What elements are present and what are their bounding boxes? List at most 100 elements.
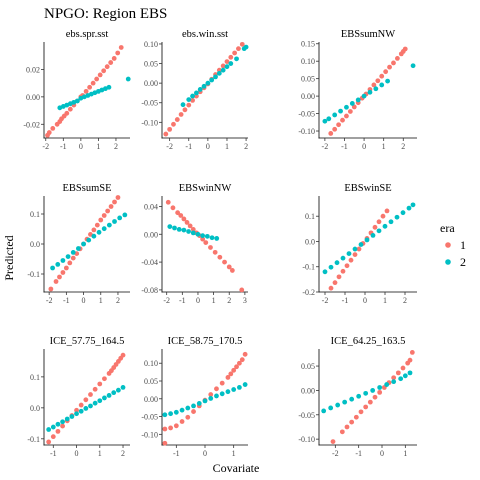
data-point xyxy=(328,131,334,136)
data-point xyxy=(91,227,97,233)
data-point xyxy=(120,352,126,358)
data-point xyxy=(102,376,107,382)
data-point xyxy=(102,395,107,401)
data-point xyxy=(178,213,184,218)
series-era-2 xyxy=(167,224,220,241)
series-era-1 xyxy=(163,41,245,137)
series-era-2 xyxy=(321,370,413,414)
data-point xyxy=(344,424,350,430)
x-tick-label: -2 xyxy=(163,296,170,305)
x-axis-label: Covariate xyxy=(213,461,260,475)
data-point xyxy=(182,107,188,113)
x-tick-label: 1 xyxy=(225,142,229,151)
data-point xyxy=(224,59,230,64)
series-era-2 xyxy=(322,63,416,124)
legend-label-era-1: 1 xyxy=(460,238,466,252)
panel-ebs-spr-sst: ebs.spr.sst -2 -1 0 1 2 -0.02 0.00 0.02 xyxy=(23,29,131,151)
series-era-2 xyxy=(50,212,128,271)
data-point xyxy=(174,117,180,122)
x-tick-label: 1 xyxy=(98,449,102,458)
data-point xyxy=(112,219,117,224)
data-point xyxy=(108,204,114,209)
x-tick-label: 3 xyxy=(243,296,247,305)
data-point xyxy=(63,265,69,271)
data-point xyxy=(181,227,187,233)
data-point xyxy=(322,118,328,124)
data-point xyxy=(209,235,215,241)
series-era-1 xyxy=(328,208,390,291)
x-tick-label: -1 xyxy=(63,296,70,305)
data-point xyxy=(383,69,389,75)
y-tick-label: -0.05 xyxy=(298,110,315,119)
data-point xyxy=(92,400,98,406)
panel-ice-64-25-163-5: ICE_64.25_163.5 -2 -1 0 1 -0.10 -0.05 0.00 0.05 xyxy=(298,336,417,458)
series-era-2 xyxy=(162,382,248,418)
x-tick-label: 1 xyxy=(383,296,387,305)
data-point xyxy=(101,226,107,232)
y-tick-label: -0.1 xyxy=(302,263,315,272)
y-tick-label: 0.00 xyxy=(301,92,315,101)
y-tick-label: 0.00 xyxy=(144,79,158,88)
data-point xyxy=(186,102,192,108)
x-tick-label: -1 xyxy=(355,449,362,458)
data-point xyxy=(50,424,56,430)
x-tick-label: 2 xyxy=(114,142,118,151)
data-point xyxy=(372,394,378,400)
x-tick-label: 0 xyxy=(79,142,83,151)
y-tick-label: 0.05 xyxy=(301,75,315,84)
data-point xyxy=(203,240,209,246)
data-point xyxy=(351,104,357,110)
data-point xyxy=(219,380,225,386)
data-point xyxy=(243,44,249,50)
data-point xyxy=(83,397,89,403)
data-point xyxy=(74,98,80,104)
panel-title: ebs.spr.sst xyxy=(66,29,109,40)
data-point xyxy=(336,274,342,280)
x-tick-label: 2 xyxy=(403,296,407,305)
data-point xyxy=(125,76,131,82)
data-point xyxy=(370,388,376,393)
data-point xyxy=(371,82,377,88)
legend-label-era-2: 2 xyxy=(460,255,466,269)
data-point xyxy=(234,364,239,370)
data-point xyxy=(328,405,334,411)
data-point xyxy=(384,382,390,387)
x-tick-label: 0 xyxy=(82,296,86,305)
data-point xyxy=(391,60,396,66)
data-point xyxy=(363,404,369,410)
data-point xyxy=(236,46,241,52)
data-point xyxy=(406,205,412,211)
series-era-2 xyxy=(57,76,131,111)
data-point xyxy=(344,104,349,110)
data-point xyxy=(402,373,408,379)
y-tick-label: 0.00 xyxy=(26,93,40,102)
series-era-2 xyxy=(46,385,126,432)
data-point xyxy=(228,61,234,66)
data-point xyxy=(347,109,353,114)
data-point xyxy=(74,411,79,417)
panel-title: ICE_64.25_163.5 xyxy=(331,336,406,347)
y-tick-label: 0.05 xyxy=(301,362,315,371)
data-point xyxy=(60,270,66,275)
panel-ebs-win-sst: ebs.win.sst -2 -1 0 1 2 -0.10 -0.05 0.00 0.05 0.10 xyxy=(141,29,249,151)
data-point xyxy=(367,89,373,95)
data-point xyxy=(219,391,225,397)
data-point xyxy=(46,427,52,432)
data-point xyxy=(349,396,355,402)
data-point xyxy=(237,360,242,366)
x-tick-label: 0 xyxy=(363,296,367,305)
data-point xyxy=(344,113,349,119)
data-point xyxy=(349,419,355,425)
data-point xyxy=(53,279,59,284)
x-tick-label: -1 xyxy=(342,296,349,305)
data-point xyxy=(348,257,354,263)
data-point xyxy=(101,68,107,74)
data-point xyxy=(88,403,93,409)
panel-grid: ebs.spr.sst-2 -1 0 1 2-0.020.000.02ebs.win.s… xyxy=(23,29,417,458)
data-point xyxy=(67,260,73,266)
data-point xyxy=(60,423,65,429)
y-tick-label: 0.10 xyxy=(144,359,158,368)
legend-key-era-2 xyxy=(445,259,451,265)
data-point xyxy=(97,381,103,387)
